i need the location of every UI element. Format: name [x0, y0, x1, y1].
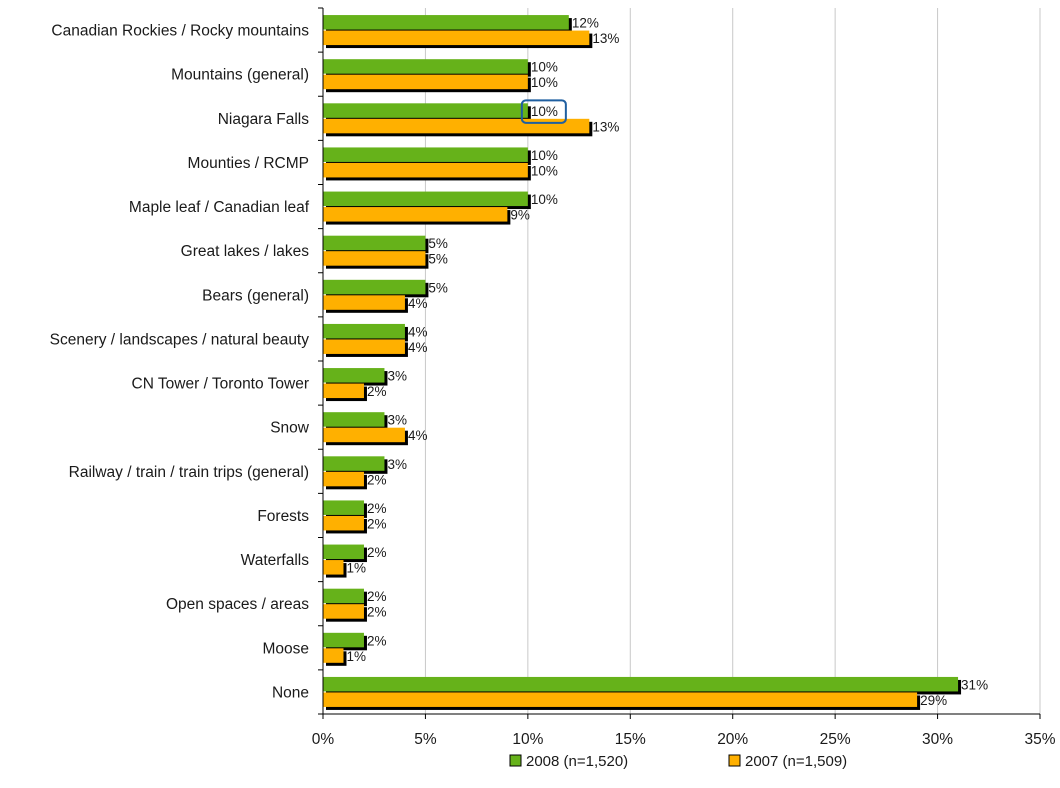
bar-2008 — [323, 544, 364, 560]
legend-swatch — [728, 754, 741, 767]
bar-2007 — [323, 74, 528, 90]
bar-2007 — [323, 648, 344, 663]
legend-swatch — [509, 754, 522, 767]
category-label: Open spaces / areas — [166, 596, 309, 613]
category-label: Maple leaf / Canadian leaf — [129, 199, 310, 216]
data-label: 13% — [592, 31, 619, 46]
bar-2007 — [323, 162, 528, 178]
data-label: 10% — [531, 192, 558, 207]
data-label: 3% — [387, 413, 407, 428]
bars — [323, 15, 962, 710]
bar-2007 — [323, 118, 590, 134]
bar-2007 — [323, 339, 405, 354]
x-tick-label: 15% — [615, 731, 646, 748]
x-tick-label: 30% — [922, 731, 953, 748]
bar-2007 — [323, 295, 405, 310]
data-label: 2% — [367, 545, 387, 560]
data-label: 10% — [531, 60, 558, 75]
data-label: 1% — [346, 561, 366, 576]
bar-2007 — [323, 560, 344, 575]
legend-label: 2008 (n=1,520) — [526, 753, 628, 770]
legend: 2008 (n=1,520) 2007 (n=1,509) — [509, 753, 847, 770]
data-label: 2% — [367, 516, 387, 531]
bar-2008 — [323, 456, 385, 471]
bar-2008 — [323, 412, 385, 427]
data-label: 4% — [408, 340, 428, 355]
data-label: 3% — [387, 369, 407, 384]
data-label: 2% — [367, 384, 387, 399]
bar-2007 — [323, 692, 918, 707]
data-label: 31% — [961, 677, 988, 692]
category-label: Niagara Falls — [218, 111, 310, 128]
bar-2007 — [323, 251, 426, 266]
bar-2007 — [323, 604, 364, 619]
data-label: 2% — [367, 589, 387, 604]
legend-label: 2007 (n=1,509) — [745, 753, 847, 770]
category-label: Railway / train / train trips (general) — [69, 464, 309, 481]
category-label: Canadian Rockies / Rocky mountains — [51, 23, 309, 40]
data-label: 2% — [367, 633, 387, 648]
x-tick-label: 35% — [1024, 731, 1055, 748]
data-label: 2% — [367, 501, 387, 516]
bar-2008 — [323, 279, 426, 295]
bar-2008 — [323, 191, 528, 207]
bar-2008 — [323, 368, 385, 383]
highlight-box — [520, 99, 567, 124]
data-labels: 12%13%10%10%10%13%10%10%10%9%5%5%5%4%4%4… — [346, 16, 988, 708]
data-label: 5% — [428, 280, 448, 295]
data-label: 5% — [428, 252, 448, 267]
data-label: 12% — [572, 16, 599, 31]
data-label: 29% — [920, 693, 947, 708]
x-tick-label: 5% — [414, 731, 437, 748]
bar-2008 — [323, 676, 959, 692]
bar-2008 — [323, 632, 364, 648]
data-label: 4% — [408, 324, 428, 339]
data-label: 10% — [531, 148, 558, 163]
data-label: 13% — [592, 119, 619, 134]
axes: 0% 5% 10% 15% 20% 25% 30% 35% Canadian Rockies /… — [50, 7, 1056, 748]
data-label: 4% — [408, 428, 428, 443]
x-tick-label: 25% — [820, 731, 851, 748]
category-label: Waterfalls — [241, 552, 310, 569]
category-label: Scenery / landscapes / natural beauty — [50, 331, 310, 348]
bar-2008 — [323, 323, 405, 339]
x-tick-label: 20% — [717, 731, 748, 748]
bar-2007 — [323, 207, 508, 222]
x-tick-label: 10% — [512, 731, 543, 748]
data-label: 2% — [367, 605, 387, 620]
bar-2008 — [323, 500, 364, 515]
category-label: Mountains (general) — [171, 67, 309, 84]
category-label: Great lakes / lakes — [181, 243, 310, 260]
category-label: Snow — [270, 420, 310, 437]
bar-2007 — [323, 30, 590, 46]
bar-2008 — [323, 147, 528, 162]
category-label: None — [272, 684, 309, 701]
bar-2008 — [323, 59, 528, 74]
data-label: 4% — [408, 296, 428, 311]
bar-2008 — [323, 235, 426, 251]
bar-2007 — [323, 515, 364, 531]
bar-2008 — [323, 15, 569, 30]
data-label: 1% — [346, 649, 366, 664]
bar-2008 — [323, 103, 528, 118]
category-label: Mounties / RCMP — [188, 155, 309, 172]
category-label: Forests — [257, 508, 309, 525]
bar-2007 — [323, 427, 405, 443]
bar-2007 — [323, 471, 364, 487]
data-label: 2% — [367, 472, 387, 487]
bar-2007 — [323, 383, 364, 399]
category-label: Bears (general) — [202, 287, 309, 304]
data-label: 10% — [531, 163, 558, 178]
data-label: 9% — [510, 208, 530, 223]
data-label: 10% — [531, 104, 558, 119]
data-label: 10% — [531, 75, 558, 90]
x-tick-label: 0% — [312, 731, 335, 748]
bar-2008 — [323, 588, 364, 604]
category-label: CN Tower / Toronto Tower — [132, 376, 309, 393]
data-label: 3% — [387, 457, 407, 472]
data-label: 5% — [428, 236, 448, 251]
category-label: Moose — [262, 640, 309, 657]
